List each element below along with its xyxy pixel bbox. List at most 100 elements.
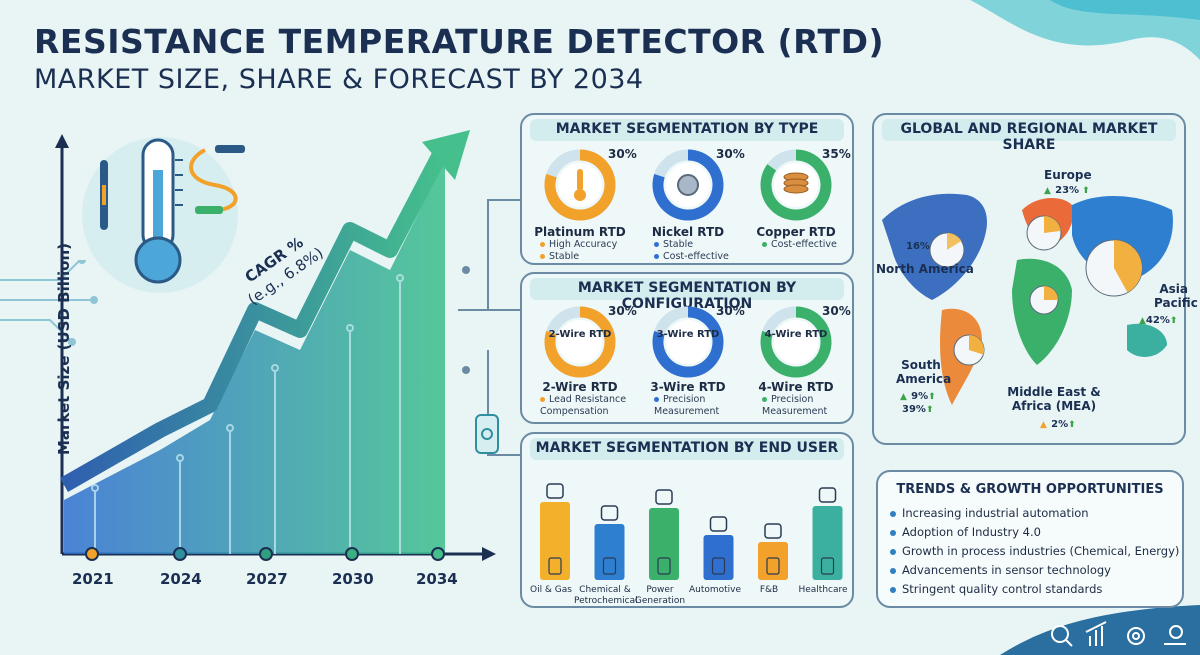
year-label: 2030 [332, 570, 374, 588]
donut-segment [760, 306, 832, 378]
europe-name: Europe [1044, 168, 1092, 182]
south-america-label: South America [896, 358, 952, 386]
mea-share: 2% [1051, 419, 1069, 430]
trend-item: Adoption of Industry 4.0 [890, 523, 1179, 542]
trend-text: Advancements in sensor technology [902, 563, 1111, 577]
bullet-text: Cost-effective [663, 251, 729, 262]
money-hand-icon [1164, 625, 1186, 645]
4-wire-rtd-donut [760, 306, 832, 378]
bullet-text: Stable [663, 239, 694, 250]
industry-icon [546, 483, 564, 499]
panel-title: MARKET SEGMENTATION BY CONFIGURATION [577, 280, 797, 312]
platinum-share: 30% [608, 147, 637, 161]
footer-icons [1051, 621, 1186, 647]
north-america-pie-slice [947, 233, 962, 250]
europe-pie-slice [1044, 216, 1061, 233]
donut-segment [760, 149, 832, 221]
industry-icon [711, 557, 726, 575]
segmentation-by-type-panel: MARKET SEGMENTATION BY TYPE 30% Platinum… [520, 113, 854, 265]
trends-panel: TRENDS & GROWTH OPPORTUNITIES Increasing… [876, 470, 1184, 608]
end-user-bar [594, 524, 625, 580]
donut-center [666, 320, 710, 364]
3-wire-rtd-donut [652, 306, 724, 378]
bullet-text: High Accuracy [549, 239, 618, 250]
end-user-bar [758, 542, 788, 580]
europe-share: 23% [1055, 185, 1080, 196]
end-user-bar [540, 502, 570, 580]
year-label: 2034 [416, 570, 458, 588]
industry-icon [820, 557, 835, 575]
panel-title-bar [530, 438, 844, 460]
trends-title: TRENDS & GROWTH OPPORTUNITIES [896, 482, 1164, 497]
world-map [882, 193, 1173, 405]
asia-pacific-pie-slice [1114, 240, 1142, 293]
nickel-share: 30% [716, 147, 745, 161]
mea-pie-slice [1044, 286, 1058, 300]
year-marker-2030 [345, 547, 359, 561]
background-wave-bottom-right [1000, 605, 1200, 655]
3-wire-inner-label: 3-Wire RTD [656, 329, 720, 340]
thermometer-illustration [82, 137, 245, 293]
2-wire-rtd-donut [544, 306, 616, 378]
donut-segment [652, 306, 724, 378]
segmentation-by-end-user-panel: MARKET SEGMENTATION BY END USER [520, 432, 854, 608]
page-subtitle: MARKET SIZE, SHARE & FORECAST BY 2034 [34, 64, 644, 95]
industry-icon [657, 557, 671, 575]
4-wire-inner-label: 4-Wire RTD [764, 329, 828, 340]
donut-segment [544, 306, 616, 378]
year-marker-2034 [431, 547, 445, 561]
south-america-pie-slice [969, 335, 984, 355]
platinum-bullets: High Accuracy Stable [540, 239, 617, 263]
end-user-label: Power Generation [634, 585, 686, 606]
page-title: RESISTANCE TEMPERATURE DETECTOR (RTD) [34, 22, 885, 61]
background-wave-top-right [970, 0, 1200, 60]
trend-text: Stringent quality control standards [902, 582, 1103, 596]
bullet-text: Lead Resistance Compensation [540, 394, 627, 417]
north-america-label: North America [876, 262, 974, 276]
industry-icon [818, 487, 837, 503]
4-wire-rtd-label: 4-Wire RTD [758, 380, 834, 394]
trends-list: Increasing industrial automation Adoptio… [890, 504, 1179, 599]
growth-chart-icon [1085, 621, 1107, 646]
mea-share-row: ▲ 2%⬆ [1040, 419, 1076, 430]
south-america-share-a: 9% [911, 391, 929, 402]
3-wire-bullets: Precision Measurement [654, 394, 744, 418]
copper-share: 35% [822, 147, 851, 161]
europe-label: Europe ▲ 23% ⬆ [1044, 168, 1092, 196]
growth-chart [55, 130, 496, 561]
year-label: 2021 [72, 570, 114, 588]
donut-segment [652, 149, 724, 221]
bullet-text: Stable [549, 251, 580, 262]
copper-coil-icon [783, 184, 809, 194]
platinum-rtd-label: Platinum RTD [534, 225, 626, 239]
oceania-shape [1127, 323, 1167, 357]
year-marker-2024 [173, 547, 187, 561]
donut-segment [544, 149, 616, 221]
industry-icon [602, 557, 617, 575]
end-user-bar-chart [540, 483, 843, 580]
industry-icon [655, 489, 673, 505]
nickel-rtd-donut [652, 149, 724, 221]
segmentation-by-configuration-panel: MARKET SEGMENTATION BY CONFIGURATION 2-W… [520, 272, 854, 424]
2-wire-bullets: Lead Resistance Compensation [540, 394, 640, 418]
3-wire-share: 30% [716, 304, 745, 318]
end-user-label: Oil & Gas [529, 585, 572, 595]
mea-label: Middle East & Africa (MEA) [1007, 385, 1101, 413]
north-america-share: 16% [906, 241, 930, 252]
2-wire-share: 30% [608, 304, 637, 318]
donut-center [558, 320, 602, 364]
industry-icon [764, 523, 782, 539]
panel-title: MARKET SEGMENTATION BY END USER [535, 440, 839, 456]
platinum-rtd-donut [544, 149, 616, 221]
settings-people-icon [1127, 627, 1145, 645]
growth-trend-arrow [60, 141, 453, 492]
asia-pacific-share: 42% [1145, 315, 1170, 326]
year-marker-2027 [259, 547, 273, 561]
south-america-share-b: 39% [902, 404, 926, 415]
4-wire-bullets: Precision Measurement [762, 394, 852, 418]
copper-bullets: Cost-effective [762, 239, 837, 251]
donut-center [774, 320, 818, 364]
4-wire-share: 30% [822, 304, 851, 318]
industry-icon [548, 557, 562, 575]
south-america-share-b-row: 39%⬆ [902, 404, 934, 415]
